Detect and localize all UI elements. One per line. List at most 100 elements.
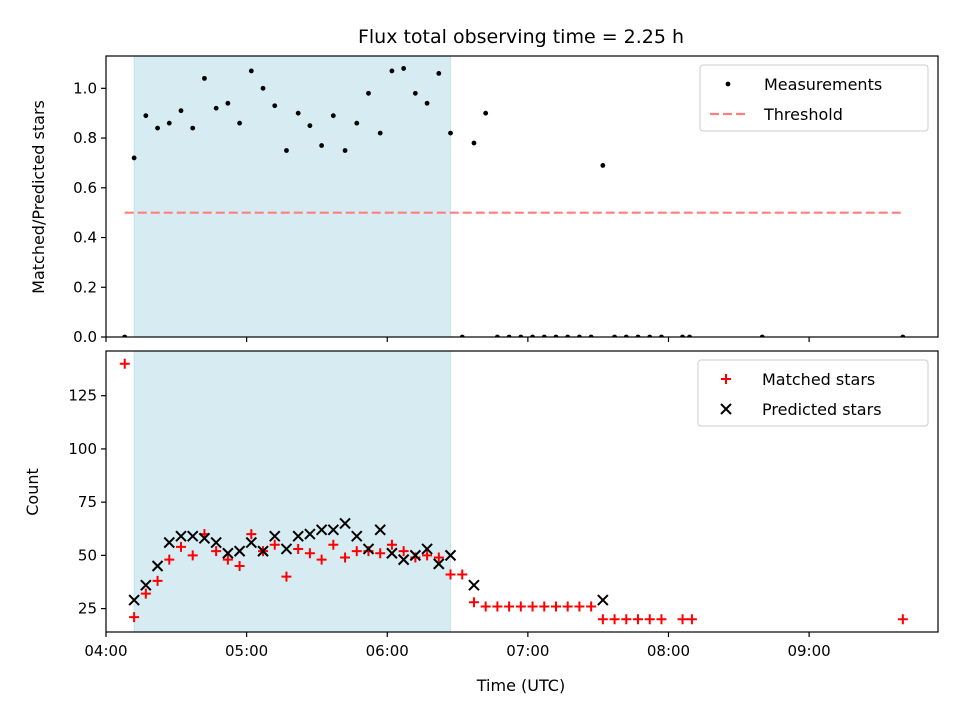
measurement-point (272, 103, 278, 109)
measurement-point (190, 125, 196, 131)
x-axis-label: Time (UTC) (476, 676, 565, 695)
measurement-point (436, 71, 442, 76)
matched-star-point (527, 601, 538, 612)
matched-star-point (386, 539, 397, 550)
matched-star-point (574, 601, 585, 612)
bottom-y-tick-label: 25 (78, 600, 97, 618)
predicted-star-point (339, 517, 351, 530)
predicted-star-point (362, 543, 375, 555)
bottom-shaded-interval (133, 350, 452, 633)
matched-star-point (656, 614, 667, 625)
legend-measurement-marker (725, 81, 731, 87)
predicted-star-point (468, 579, 480, 591)
matched-star-point (686, 614, 697, 625)
matched-star-point (281, 571, 292, 582)
measurement-point (155, 125, 160, 131)
measurement-point (366, 90, 371, 96)
bottom-y-tick-label: 50 (78, 546, 97, 564)
predicted-star-point (444, 549, 457, 562)
matched-star-point (515, 601, 526, 612)
matched-star-point (164, 554, 175, 565)
bottom-legend-label: Matched stars (762, 370, 875, 389)
matched-star-point (492, 601, 503, 612)
top-y-tick-label: 1.0 (73, 79, 97, 97)
top-y-tick-label: 0.4 (73, 229, 97, 247)
measurement-point (377, 130, 383, 136)
bottom-y-axis-label: Count (23, 468, 42, 516)
matched-star-point (119, 358, 130, 369)
bottom-x-tick-label: 07:00 (506, 642, 549, 660)
matched-star-point (550, 601, 561, 612)
predicted-star-point (269, 530, 281, 542)
measurement-point (225, 100, 231, 106)
bottom-x-tick-label: 04:00 (84, 642, 127, 660)
matched-star-point (152, 575, 163, 586)
measurement-point (412, 90, 418, 96)
measurement-point (166, 120, 172, 126)
top-y-tick-label: 0.0 (73, 328, 97, 346)
measurement-point (131, 155, 137, 161)
bottom-legend: Matched stars Predicted stars (697, 359, 929, 427)
measurement-point (319, 143, 325, 148)
bottom-y-tick-label: 75 (78, 493, 97, 511)
predicted-star-point (409, 549, 422, 562)
matched-star-point (644, 614, 655, 625)
predicted-star-point (175, 530, 187, 542)
bottom-panel: 25 50 75 100 125 04:00 05:00 06:00 07:00 08:00 09:… (68, 350, 939, 660)
measurement-point (202, 75, 207, 81)
matched-star-point (340, 552, 351, 563)
top-shaded-interval (133, 55, 452, 338)
predicted-star-point (163, 536, 175, 549)
measurement-point (237, 120, 242, 126)
matched-star-point (351, 546, 362, 557)
predicted-star-point (198, 532, 211, 545)
top-panel: 0.0 0.2 0.4 0.6 0.8 1.0 Measurements Threshold (73, 55, 939, 346)
top-legend-label: Measurements (764, 75, 882, 94)
top-y-axis-label: Matched/Predicted stars (29, 100, 48, 294)
predicted-star-point (222, 547, 234, 559)
predicted-star-point (386, 547, 398, 559)
matched-star-point (222, 554, 233, 565)
matched-star-point (504, 601, 515, 612)
measurement-point (143, 113, 149, 119)
measurement-point (330, 113, 336, 119)
top-y-tick-label: 0.2 (73, 278, 97, 296)
predicted-star-point (327, 524, 340, 536)
predicted-star-point (597, 594, 609, 606)
bottom-x-tick-label: 05:00 (225, 642, 268, 660)
matched-star-point (480, 601, 491, 612)
matched-star-point (897, 614, 908, 625)
matched-star-point (316, 554, 327, 565)
top-legend: Measurements Threshold (699, 64, 929, 132)
measurement-point (483, 110, 489, 116)
bottom-series-predicted-stars (128, 517, 609, 606)
matched-star-point (586, 601, 597, 612)
predicted-star-point (280, 543, 293, 555)
top-y-tick-label: 0.6 (73, 179, 97, 197)
predicted-star-point (187, 530, 199, 542)
chart-title: Flux total observing time = 2.25 h (358, 26, 684, 48)
legend-predicted-marker (720, 403, 732, 415)
matched-star-point (175, 541, 186, 552)
bottom-legend-box (697, 359, 929, 427)
matched-star-point (597, 614, 608, 625)
measurement-point (389, 68, 395, 74)
measurement-point (448, 130, 453, 136)
matched-star-point (621, 614, 632, 625)
matched-star-point (328, 539, 339, 550)
predicted-star-point (374, 524, 386, 536)
bottom-x-tick-label: 06:00 (366, 642, 409, 660)
top-axes-frame (105, 55, 939, 338)
matched-star-point (293, 543, 304, 554)
matched-star-point (457, 569, 468, 580)
measurement-point (471, 140, 477, 146)
matched-star-point (433, 552, 444, 563)
top-legend-box (699, 64, 929, 132)
predicted-star-point (210, 536, 222, 549)
predicted-star-point (421, 543, 433, 555)
measurement-point (295, 110, 301, 116)
predicted-star-point (128, 594, 140, 606)
matched-star-point (445, 569, 456, 580)
measurement-point (307, 123, 313, 129)
